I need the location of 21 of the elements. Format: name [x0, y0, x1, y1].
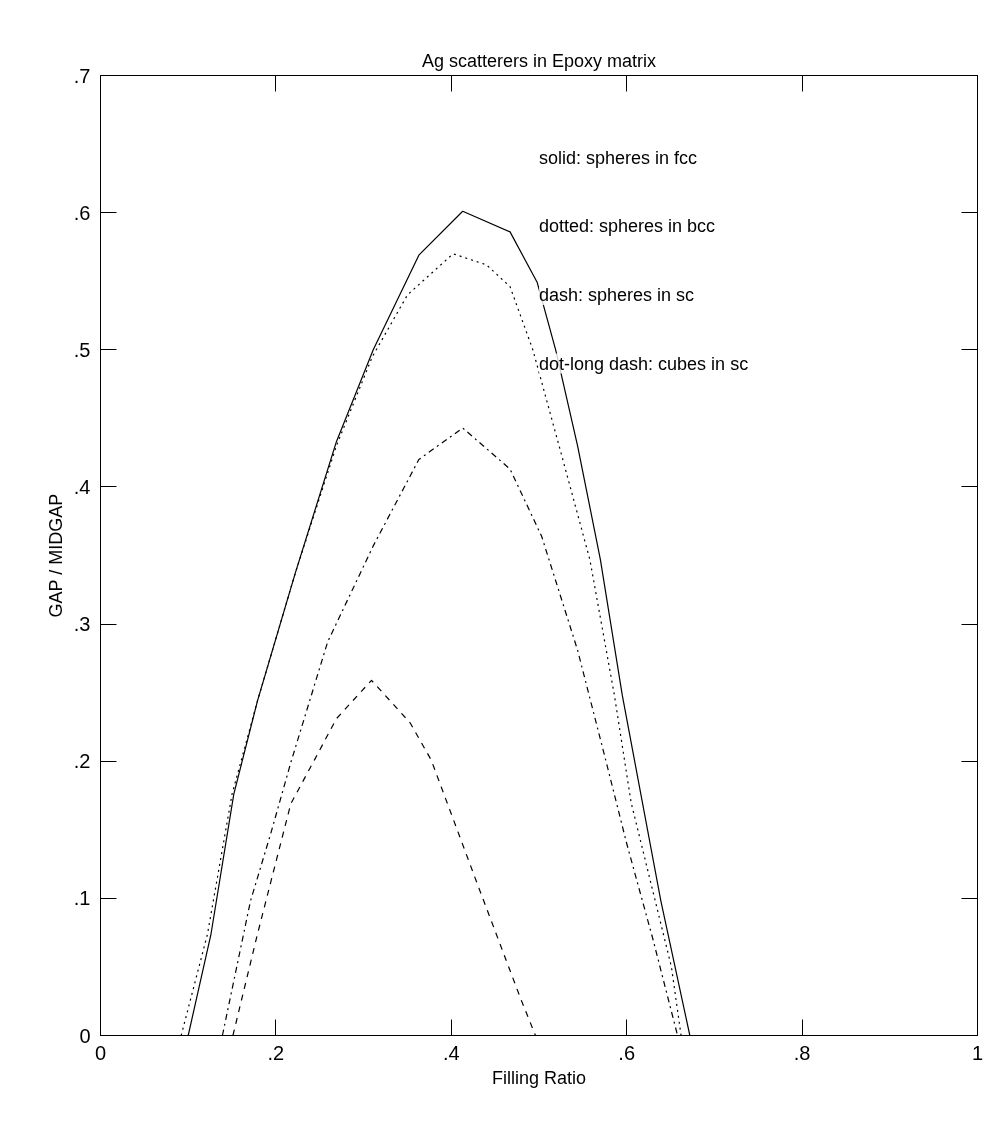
x-tick-label: 0 — [94, 1041, 107, 1064]
x-tick-label: .8 — [793, 1041, 811, 1064]
annotation: solid: spheres in fcc — [539, 147, 698, 168]
y-tick-label: 0 — [79, 1024, 91, 1047]
annotation: dotted: spheres in bcc — [539, 216, 716, 237]
y-axis-title: GAP / MIDGAP — [45, 493, 66, 618]
x-tick-label: .2 — [267, 1041, 285, 1064]
annotation: dot-long dash: cubes in sc — [539, 353, 749, 374]
x-axis-title: Filling Ratio — [491, 1067, 587, 1088]
y-tick-label: .7 — [73, 64, 91, 87]
annotation: dash: spheres in sc — [539, 284, 695, 305]
x-tick-label: .6 — [618, 1041, 636, 1064]
x-tick-label: 1 — [971, 1041, 984, 1064]
chart-title: Ag scatterers in Epoxy matrix — [421, 50, 657, 71]
y-tick-label: .2 — [73, 750, 91, 773]
y-tick-label: .6 — [73, 201, 91, 224]
x-tick-label: .4 — [442, 1041, 460, 1064]
y-tick-label: .1 — [73, 887, 91, 910]
y-tick-label: .5 — [73, 338, 91, 361]
y-tick-label: .3 — [73, 613, 91, 636]
y-tick-label: .4 — [73, 475, 91, 498]
